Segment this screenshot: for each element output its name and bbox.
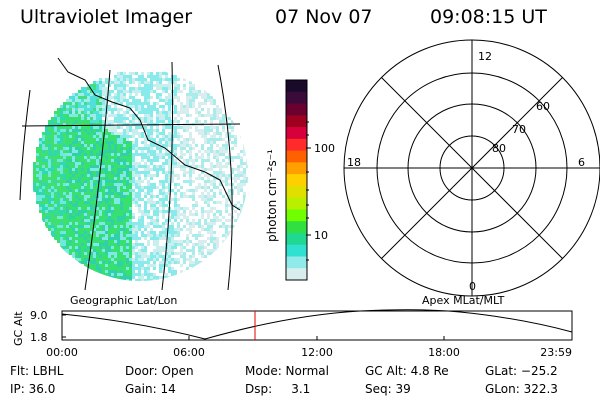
timeline-ticks xyxy=(62,314,445,340)
colorbar-tick-100: 100 xyxy=(314,142,335,155)
colorbar-segment xyxy=(286,103,307,116)
colorbar-segment xyxy=(286,221,307,234)
mlt-label-18: 18 xyxy=(347,156,361,169)
colorbar-segment xyxy=(286,256,307,269)
info-mode: Mode: Normal xyxy=(245,364,329,378)
geographic-caption: Geographic Lat/Lon xyxy=(70,294,177,307)
timeline-ylabel: GC Alt xyxy=(12,311,25,346)
colorbar xyxy=(286,80,307,281)
altitude-curve xyxy=(61,309,573,340)
mlat-label-80: 80 xyxy=(492,142,506,155)
image-pixels xyxy=(33,72,248,281)
colorbar-segment xyxy=(286,138,307,152)
uv-image-disc xyxy=(19,57,248,291)
colorbar-tick-10: 10 xyxy=(314,229,328,242)
info-dsp: Dsp: 3.1 xyxy=(245,382,311,396)
colorbar-segment xyxy=(286,115,307,128)
colorbar-segment xyxy=(286,244,307,257)
mlat-label-70: 70 xyxy=(512,123,526,136)
timeline-plot xyxy=(61,309,573,341)
colorbar-segment xyxy=(286,232,307,246)
mlat-label-60: 60 xyxy=(536,100,550,113)
timeline-xtick-1200: 12:00 xyxy=(301,346,333,359)
colorbar-segment xyxy=(286,268,307,281)
info-glat: GLat: −25.2 xyxy=(485,364,558,378)
colorbar-segment xyxy=(286,209,307,222)
timeline-xtick-0600: 06:00 xyxy=(173,346,205,359)
colorbar-segment xyxy=(286,197,307,210)
colorbar-segment xyxy=(286,80,307,93)
colorbar-segment xyxy=(286,150,307,163)
colorbar-unit-label: photon cm⁻²s⁻¹ xyxy=(265,149,279,242)
coastline xyxy=(57,57,241,211)
colorbar-segment xyxy=(286,127,307,140)
colorbar-segment xyxy=(286,185,307,199)
info-door: Door: Open xyxy=(125,364,194,378)
colorbar-segment xyxy=(286,174,307,187)
info-glon: GLon: 322.3 xyxy=(485,382,558,396)
date-label: 07 Nov 07 xyxy=(275,6,373,28)
timeline-ytick-bottom: 1.8 xyxy=(30,331,48,344)
timeline-xtick-2359: 23:59 xyxy=(540,346,572,359)
mlt-label-12: 12 xyxy=(478,50,492,63)
mlt-label-0: 0 xyxy=(469,280,476,293)
colorbar-segment xyxy=(286,91,307,105)
polar-grid xyxy=(343,39,600,297)
info-sequence: Seq: 39 xyxy=(365,382,411,396)
instrument-title: Ultraviolet Imager xyxy=(20,6,193,28)
time-label: 09:08:15 UT xyxy=(430,6,547,28)
apex-caption: Apex MLat/MLT xyxy=(422,294,505,307)
timeline-ytick-top: 9.0 xyxy=(30,309,48,322)
timeline-xtick-1800: 18:00 xyxy=(428,346,460,359)
colorbar-ticks xyxy=(306,121,311,261)
timeline-xtick-0000: 00:00 xyxy=(46,346,78,359)
geo-grid xyxy=(19,61,241,291)
info-gain: Gain: 14 xyxy=(125,382,176,396)
info-ip: IP: 36.0 xyxy=(10,382,56,396)
info-gc-altitude: GC Alt: 4.8 Re xyxy=(365,364,449,378)
colorbar-segment xyxy=(286,162,307,175)
info-filter: Flt: LBHL xyxy=(10,364,64,378)
mlt-label-6: 6 xyxy=(578,156,585,169)
